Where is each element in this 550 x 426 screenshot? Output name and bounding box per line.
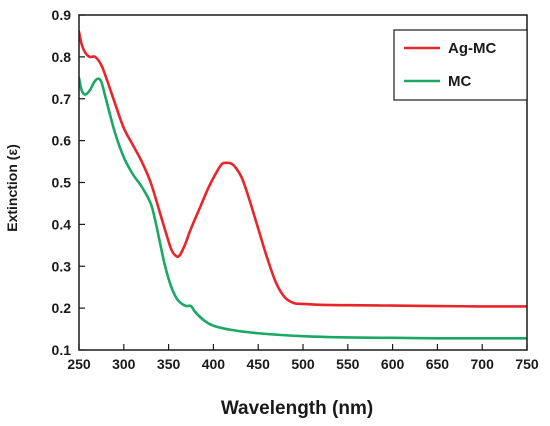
legend-label: Ag-MC — [448, 40, 496, 57]
x-tick-label: 500 — [291, 356, 315, 372]
x-tick-label: 750 — [515, 356, 539, 372]
x-tick-label: 450 — [247, 356, 271, 372]
x-tick-label: 700 — [471, 356, 495, 372]
y-tick-label: 0.9 — [52, 7, 72, 23]
x-tick-label: 400 — [202, 356, 226, 372]
y-tick-label: 0.3 — [52, 258, 72, 274]
y-axis-title: Extinction (ε) — [4, 144, 20, 232]
x-tick-label: 350 — [157, 356, 181, 372]
x-tick-label: 600 — [381, 356, 405, 372]
legend-label: MC — [448, 73, 471, 90]
x-axis-title: Wavelength (nm) — [221, 398, 373, 419]
y-tick-label: 0.7 — [52, 91, 72, 107]
x-tick-label: 250 — [67, 356, 91, 372]
series-line-mc — [79, 76, 527, 340]
legend-box — [393, 29, 528, 101]
x-tick-label: 300 — [112, 356, 136, 372]
x-tick-label: 650 — [426, 356, 450, 372]
y-tick-label: 0.4 — [52, 216, 72, 232]
y-tick-label: 0.1 — [52, 342, 72, 358]
y-tick-label: 0.2 — [52, 300, 72, 316]
y-tick-label: 0.6 — [52, 133, 72, 149]
series-line-ag-mc — [79, 30, 527, 308]
y-tick-label: 0.5 — [52, 175, 72, 191]
y-tick-label: 0.8 — [52, 49, 72, 65]
x-tick-label: 550 — [336, 356, 360, 372]
